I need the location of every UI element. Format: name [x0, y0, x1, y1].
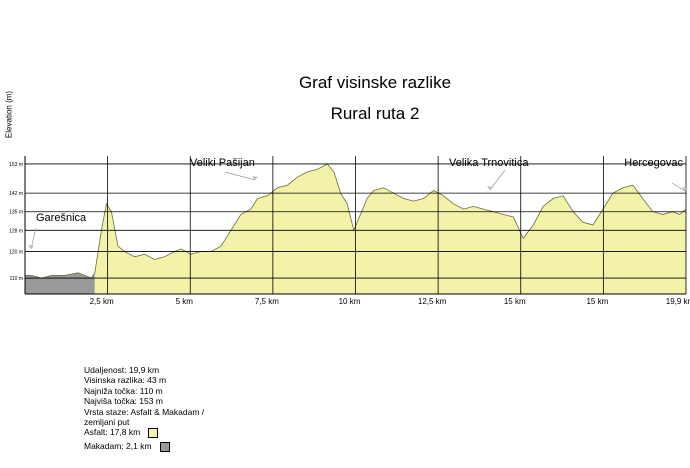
legend-makadam-swatch [159, 441, 170, 452]
stat-surface-type-cont: zemljani put [84, 417, 130, 428]
annotation-label: Garešnica [36, 212, 87, 224]
x-tick-label: 19,9 km [666, 297, 690, 306]
y-tick-label: 110 m [9, 276, 23, 282]
chart-subtitle: Rural ruta 2 [330, 104, 420, 123]
stat-elevation-diff: Visinska razlika: 43 m [84, 375, 167, 386]
x-tick-label: 7,5 km [255, 297, 279, 306]
x-tick-label: 2,5 km [90, 297, 114, 306]
annotation-leader [30, 227, 37, 250]
legend-makadam: Makadam: 2,1 km [84, 441, 204, 452]
annotation-arrowhead [487, 186, 493, 190]
y-tick-label: 135 m [9, 210, 23, 216]
x-tick-label: 5 km [176, 297, 194, 306]
area-asfalt [94, 164, 686, 294]
y-tick-label: 120 m [9, 250, 23, 256]
legend-asfalt-swatch [148, 428, 159, 439]
stat-distance: Udaljenost: 19,9 km [84, 365, 160, 375]
y-tick-label: 153 m [9, 162, 23, 168]
legend-asfalt: Asfalt: 17,8 km [84, 427, 204, 439]
x-tick-label: 15 km [504, 297, 526, 306]
chart-title: Graf visinske razlike [298, 73, 452, 92]
x-tick-label: 15 km [586, 297, 608, 306]
annotation-arrowhead [252, 176, 258, 180]
stat-lowest-point: Najniža točka: 110 m [84, 385, 163, 396]
x-tick-label: 12,5 km [418, 297, 447, 306]
annotation-leader [224, 171, 256, 181]
annotation-label: Hercegovac [624, 157, 683, 169]
legend-asfalt-label: Asfalt: 17,8 km [84, 427, 141, 438]
y-tick-label: 128 m [9, 228, 23, 234]
legend-makadam-label: Makadam: 2,1 km [84, 441, 152, 452]
annotation-leader [671, 182, 686, 192]
annotation-arrowhead [28, 245, 34, 249]
stat-highest-point: Najviša točka: 153 m [84, 396, 163, 407]
route-stats: Udaljenost: 19,9 km Visinska razlika: 43… [84, 365, 204, 452]
area-makadam [25, 272, 95, 294]
y-tick-label: 142 m [9, 191, 23, 197]
annotation-label: Veliki Pašijan [190, 157, 255, 169]
x-tick-label: 10 km [339, 297, 361, 306]
stat-surface-type: Vrsta staze: Asfalt & Makadam / [84, 406, 205, 417]
annotation-leader [489, 169, 506, 191]
annotation-label: Velika Trnovitica [449, 157, 529, 169]
annotation-arrowhead [682, 187, 688, 191]
